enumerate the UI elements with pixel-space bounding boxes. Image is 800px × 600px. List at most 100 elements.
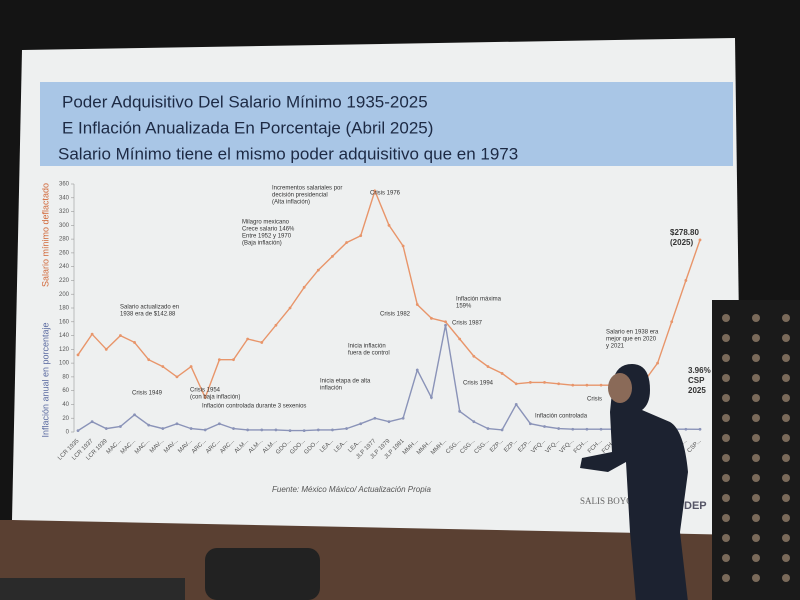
data-point (528, 381, 532, 384)
data-point (246, 428, 250, 432)
data-point (217, 422, 221, 426)
data-point (316, 428, 320, 432)
data-point (670, 320, 674, 324)
banner-logo (752, 354, 760, 362)
annotation: 2025 (688, 386, 706, 395)
data-point (585, 427, 589, 431)
banner-logo (722, 494, 730, 502)
banner-logo (752, 554, 760, 562)
data-point (698, 238, 702, 242)
monitor (0, 578, 185, 600)
annotation: 159% (456, 304, 472, 310)
data-point (359, 422, 363, 426)
data-point (316, 268, 320, 272)
y-tick-label: 60 (62, 388, 69, 394)
banner-logo (752, 434, 760, 442)
banner-logo (722, 354, 730, 362)
annotation: (con baja inflación) (190, 395, 240, 401)
data-point (401, 244, 405, 248)
data-point (500, 428, 504, 432)
banner-logo (782, 454, 790, 462)
banner-logo (722, 334, 730, 342)
annotation: Crece salario 146% (242, 227, 295, 233)
data-point (599, 427, 603, 431)
annotation: Milagro mexicano (242, 220, 290, 226)
data-point (260, 341, 264, 344)
annotation: Inflación controlada durante 3 sexenios (202, 404, 306, 410)
presenter (580, 364, 688, 600)
y-tick-label: 360 (59, 182, 70, 188)
title-band-edge (40, 78, 733, 82)
data-point (345, 427, 348, 430)
banner-logo (782, 394, 790, 402)
data-point (387, 420, 391, 424)
data-point (203, 396, 207, 399)
banner-logo (722, 554, 730, 562)
annotation: Crisis 1982 (380, 312, 411, 318)
data-point (543, 425, 546, 428)
annotation: Crisis 1976 (370, 191, 401, 197)
data-point (458, 337, 462, 341)
annotation: Inflación controlada (535, 414, 588, 420)
annotation: decisión presidencial (272, 193, 328, 199)
data-point (90, 420, 94, 424)
data-point (161, 427, 165, 430)
data-point (415, 368, 419, 372)
data-point (571, 427, 575, 431)
banner-logo (752, 574, 760, 582)
data-point (119, 334, 122, 337)
data-point (133, 413, 136, 417)
y-tick-label: 220 (59, 278, 70, 284)
banner-logo (782, 334, 790, 342)
annotation: Crisis 1954 (190, 388, 221, 394)
data-point (373, 416, 377, 420)
y-tick-label: 260 (59, 250, 70, 256)
banner-logo (752, 534, 760, 542)
data-point (331, 428, 334, 432)
banner-logo (782, 314, 790, 322)
data-point (147, 358, 151, 362)
data-point (147, 423, 151, 427)
banner-logo (722, 414, 730, 422)
data-point (104, 347, 108, 351)
data-point (302, 285, 306, 289)
y-tick-label: 320 (59, 209, 70, 215)
data-point (528, 422, 532, 426)
data-point (104, 427, 108, 430)
slide-title: Salario Mínimo tiene el mismo poder adqu… (58, 144, 518, 163)
source-note: Fuente: México Máxico/ Actualización Pro… (272, 485, 431, 494)
data-point (288, 429, 292, 433)
y-tick-label: 120 (59, 347, 70, 353)
data-point (458, 409, 462, 413)
y-tick-label: 240 (59, 264, 70, 270)
data-point (331, 254, 334, 258)
banner-logo (782, 574, 790, 582)
y-tick-label: 160 (59, 319, 70, 325)
banner-logo (782, 514, 790, 522)
data-point (472, 420, 476, 424)
annotation: Crisis (587, 397, 602, 403)
data-point (274, 323, 278, 327)
y-tick-label: 0 (66, 430, 70, 436)
annotation: Inflación máxima (456, 297, 502, 303)
banner-logo (722, 394, 730, 402)
annotation: 3.96% (688, 366, 711, 375)
annotation: Incrementos salariales por (272, 186, 342, 192)
annotation: Entre 1952 y 1970 (242, 234, 292, 240)
banner-logo (752, 374, 760, 382)
data-point (90, 332, 94, 336)
banner-logo (752, 474, 760, 482)
data-point (486, 427, 490, 430)
data-point (698, 427, 702, 431)
data-point (543, 381, 546, 384)
data-point (599, 383, 603, 387)
data-point (514, 403, 518, 406)
y-tick-label: 180 (59, 306, 70, 312)
data-point (260, 428, 264, 432)
banner-logo (722, 534, 730, 542)
data-point (274, 428, 278, 432)
data-point (345, 241, 348, 244)
y-axis-label: Salario mínimo deflactado (40, 183, 50, 287)
banner-logo (722, 434, 730, 442)
